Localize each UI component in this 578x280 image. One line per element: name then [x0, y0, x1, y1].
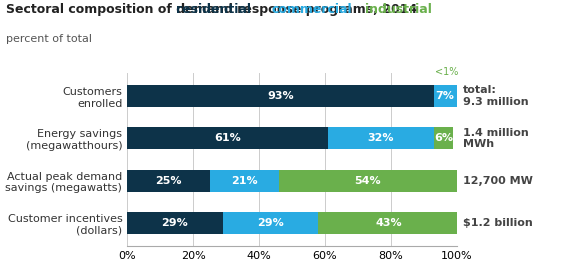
Text: 32%: 32% [368, 134, 394, 143]
Text: 93%: 93% [267, 91, 294, 101]
Bar [434, 127, 453, 150]
Text: commercial: commercial [272, 3, 353, 16]
Bar [279, 170, 457, 192]
Bar [127, 212, 223, 234]
Text: 1.4 million
MWh: 1.4 million MWh [463, 128, 529, 149]
Text: 21%: 21% [231, 176, 257, 186]
Text: 43%: 43% [376, 218, 402, 228]
Text: 61%: 61% [214, 134, 241, 143]
Text: 29%: 29% [162, 218, 188, 228]
Text: 29%: 29% [257, 218, 284, 228]
Text: residential: residential [176, 3, 251, 16]
Bar [127, 85, 434, 107]
Text: industrial: industrial [365, 3, 432, 16]
Bar [127, 127, 328, 150]
Bar [209, 170, 279, 192]
Text: 25%: 25% [155, 176, 181, 186]
Text: percent of total: percent of total [6, 34, 92, 44]
Text: 7%: 7% [436, 91, 454, 101]
Text: 12,700 MW: 12,700 MW [463, 176, 533, 186]
Text: $1.2 billion: $1.2 billion [463, 218, 533, 228]
Bar [223, 212, 318, 234]
Bar [328, 127, 434, 150]
Text: total:
9.3 million: total: 9.3 million [463, 85, 529, 107]
Text: 54%: 54% [354, 176, 381, 186]
Bar [434, 85, 457, 107]
Text: Sectoral composition of demand response programs, 2014: Sectoral composition of demand response … [6, 3, 417, 16]
Bar [127, 170, 209, 192]
Bar [318, 212, 460, 234]
Text: 6%: 6% [434, 134, 453, 143]
Text: <1%: <1% [435, 67, 458, 78]
